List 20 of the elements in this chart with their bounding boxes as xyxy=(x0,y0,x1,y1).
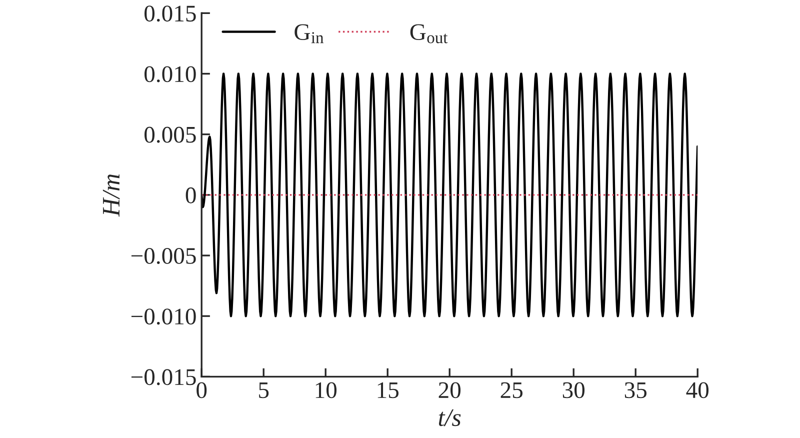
y-axis-title: H/m xyxy=(102,174,120,217)
x-tick-label: 15 xyxy=(378,382,398,398)
y-tick-label: 0.010 xyxy=(144,66,196,82)
y-tick-label: −0.005 xyxy=(131,248,196,264)
y-tick-label: −0.015 xyxy=(131,369,196,386)
x-axis-title: t/s xyxy=(438,409,461,426)
x-tick-label: 20 xyxy=(438,382,461,398)
y-tick-label: 0.015 xyxy=(144,6,196,22)
legend-label: G$_{out}$ xyxy=(410,24,448,44)
x-tick-label: 25 xyxy=(500,382,522,398)
x-tick-label: 0 xyxy=(196,382,207,398)
x-tick-label: 5 xyxy=(259,382,269,398)
x-tick-label: 10 xyxy=(316,382,337,398)
x-tick-label: 35 xyxy=(624,382,646,398)
y-tick-label: 0.005 xyxy=(144,126,196,143)
legend-label: G$_{in}$ xyxy=(294,24,324,44)
x-tick-label: 40 xyxy=(686,382,709,398)
x-tick-label: 30 xyxy=(562,382,585,398)
y-tick-label: 0 xyxy=(186,187,196,204)
y-tick-label: −0.010 xyxy=(131,308,196,325)
